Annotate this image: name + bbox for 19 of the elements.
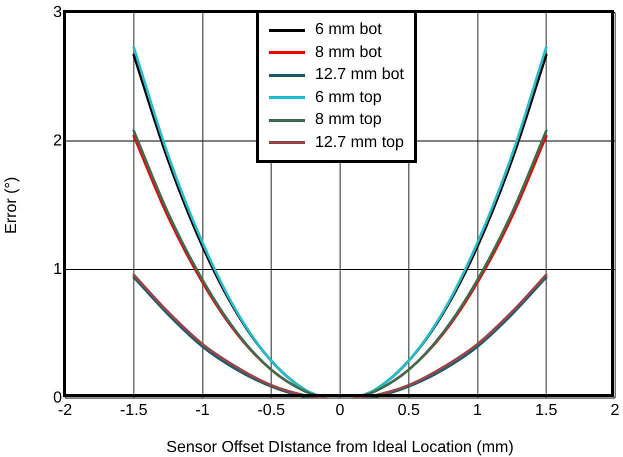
x-axis-title: Sensor Offset DIstance from Ideal Location (mm) <box>166 438 514 456</box>
x-tick-label: -1.5 <box>120 402 148 420</box>
legend-label: 12.7 mm top <box>315 132 404 152</box>
x-tick-label: 0 <box>336 402 345 420</box>
legend-label: 6 mm top <box>315 88 382 108</box>
x-tick-label: 0.5 <box>398 402 420 420</box>
x-tick-label: 1 <box>473 402 482 420</box>
x-tick-label: -0.5 <box>257 402 286 420</box>
legend-label: 8 mm top <box>315 110 382 130</box>
y-tick-label: 3 <box>53 4 62 22</box>
y-tick-label: 1 <box>53 260 62 278</box>
legend-label: 12.7 mm bot <box>315 65 404 85</box>
legend-label: 8 mm bot <box>315 42 382 62</box>
x-tick-label: -1 <box>195 402 210 420</box>
x-tick-label: 1.5 <box>535 402 558 420</box>
y-tick-label: 2 <box>53 132 62 150</box>
x-tick-label: 2 <box>610 402 620 420</box>
y-axis-title: Error (°) <box>3 176 20 234</box>
legend-label: 6 mm bot <box>315 20 382 40</box>
